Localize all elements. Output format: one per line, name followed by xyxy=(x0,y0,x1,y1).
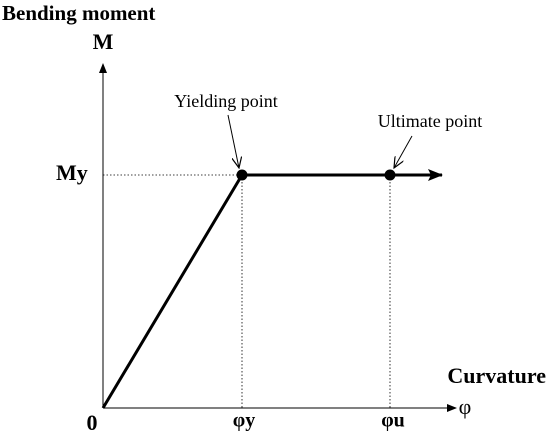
annotation: Ultimate point xyxy=(378,111,482,131)
yield-point xyxy=(236,169,248,181)
x-label: φu xyxy=(381,410,405,432)
origin-label: 0 xyxy=(87,410,98,435)
annotation: Yielding point xyxy=(174,91,278,111)
ultimate-point xyxy=(384,169,396,181)
x-axis-symbol: φ xyxy=(459,394,472,419)
x-label: φy xyxy=(233,410,255,432)
y-axis-symbol: M xyxy=(93,29,114,54)
x-axis-title: Curvature xyxy=(447,363,546,388)
y-axis-title: Bending moment xyxy=(2,1,155,25)
moment-curve xyxy=(101,169,443,409)
annotation-arrow xyxy=(227,114,239,168)
annotation-arrow xyxy=(394,135,413,168)
y-label: My xyxy=(56,160,88,185)
